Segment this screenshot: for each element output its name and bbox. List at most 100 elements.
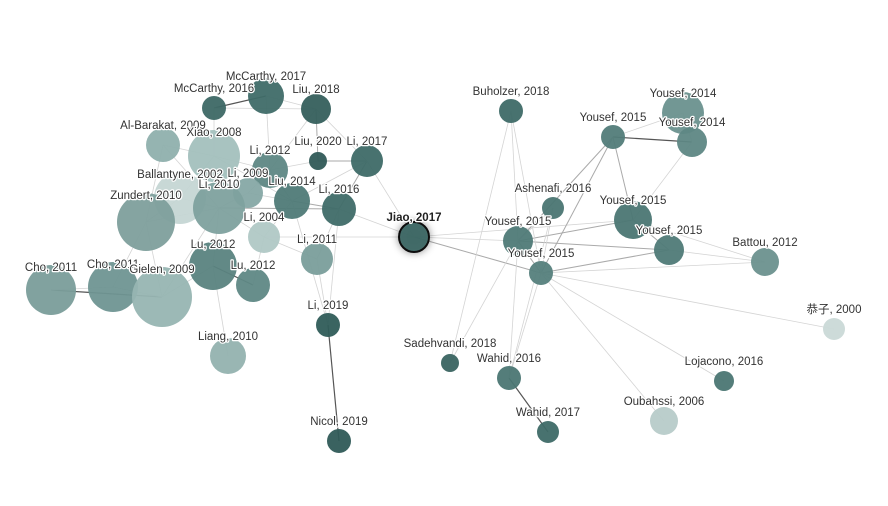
citation-edge bbox=[508, 240, 519, 379]
paper-node[interactable] bbox=[398, 221, 430, 253]
citation-edge bbox=[517, 219, 634, 242]
nodes bbox=[26, 78, 845, 453]
paper-label: Liu, 2014 bbox=[268, 176, 316, 188]
paper-label: Li, 2017 bbox=[347, 136, 388, 148]
paper-node[interactable] bbox=[650, 407, 678, 435]
paper-node[interactable] bbox=[248, 221, 280, 253]
paper-node[interactable] bbox=[537, 421, 559, 443]
paper-node[interactable] bbox=[751, 248, 779, 276]
paper-label: Liu, 2018 bbox=[292, 84, 339, 96]
paper-node[interactable] bbox=[322, 192, 356, 226]
paper-label: Li, 2011 bbox=[297, 234, 337, 246]
paper-node[interactable] bbox=[146, 128, 180, 162]
paper-node[interactable] bbox=[499, 99, 523, 123]
paper-label: Zundert, 2010 bbox=[110, 190, 182, 202]
citation-edge bbox=[413, 236, 542, 274]
citation-edge bbox=[327, 324, 340, 442]
citation-edge bbox=[540, 249, 670, 274]
paper-label: Lu, 2012 bbox=[231, 260, 276, 272]
paper-node[interactable] bbox=[301, 243, 333, 275]
paper-label: Li, 2016 bbox=[319, 184, 360, 196]
paper-label: Xiao, 2008 bbox=[187, 127, 242, 139]
paper-label: Al-Barakat, 2009 bbox=[120, 120, 206, 132]
paper-label: Gielen, 2009 bbox=[129, 264, 194, 276]
paper-label: Li, 2009 bbox=[228, 168, 269, 180]
paper-node[interactable] bbox=[654, 235, 684, 265]
paper-label: Yousef, 2015 bbox=[636, 225, 703, 237]
paper-label: Ashenafi, 2016 bbox=[515, 183, 592, 195]
paper-label: Wahid, 2017 bbox=[516, 407, 580, 419]
paper-node[interactable] bbox=[677, 127, 707, 157]
paper-label: Lu, 2012 bbox=[191, 239, 236, 251]
paper-node[interactable] bbox=[497, 366, 521, 390]
paper-node[interactable] bbox=[252, 152, 288, 188]
paper-node[interactable] bbox=[88, 262, 138, 312]
paper-node[interactable] bbox=[601, 125, 625, 149]
citation-edge bbox=[540, 272, 835, 330]
paper-node[interactable] bbox=[26, 265, 76, 315]
paper-node[interactable] bbox=[823, 318, 845, 340]
paper-node[interactable] bbox=[274, 183, 310, 219]
citation-edge bbox=[449, 240, 519, 364]
paper-node[interactable] bbox=[542, 197, 564, 219]
paper-label: Sadehvandi, 2018 bbox=[404, 338, 497, 350]
paper-node[interactable] bbox=[236, 268, 270, 302]
citation-edge bbox=[510, 110, 519, 242]
paper-label: Li, 2004 bbox=[244, 212, 286, 224]
paper-node[interactable] bbox=[202, 96, 226, 120]
citation-edge bbox=[508, 207, 554, 379]
citation-edge bbox=[668, 249, 766, 263]
paper-label: Wahid, 2016 bbox=[477, 353, 541, 365]
citation-edge bbox=[540, 136, 614, 274]
paper-node[interactable] bbox=[210, 338, 246, 374]
paper-label: McCarthy, 2016 bbox=[174, 83, 254, 95]
paper-node[interactable] bbox=[529, 261, 553, 285]
citation-edge bbox=[517, 136, 614, 242]
citation-edge bbox=[540, 272, 665, 422]
citation-edge bbox=[327, 208, 340, 326]
paper-label: Nicol, 2019 bbox=[310, 416, 368, 428]
citation-edge bbox=[517, 240, 670, 251]
paper-node[interactable] bbox=[132, 267, 192, 327]
paper-label: 恭子, 2000 bbox=[807, 303, 862, 316]
paper-label: Liang, 2010 bbox=[198, 331, 258, 343]
paper-node[interactable] bbox=[327, 429, 351, 453]
paper-node[interactable] bbox=[248, 78, 284, 114]
paper-label: Yousef, 2014 bbox=[650, 88, 717, 100]
paper-node[interactable] bbox=[714, 371, 734, 391]
paper-label: McCarthy, 2017 bbox=[226, 71, 306, 83]
paper-label: Li, 2019 bbox=[308, 300, 349, 312]
citation-edge bbox=[508, 272, 542, 379]
paper-label: Yousef, 2015 bbox=[600, 195, 667, 207]
paper-node[interactable] bbox=[614, 201, 652, 239]
citation-edge bbox=[540, 261, 766, 274]
paper-node[interactable] bbox=[503, 226, 533, 256]
paper-label: Liu, 2020 bbox=[294, 136, 341, 148]
paper-node[interactable] bbox=[193, 182, 245, 234]
citation-edge bbox=[632, 219, 766, 263]
paper-label: Lojacono, 2016 bbox=[685, 356, 764, 368]
paper-label: Cho, 2011 bbox=[25, 262, 77, 274]
paper-node[interactable] bbox=[188, 130, 240, 182]
paper-label: Jiao, 2017 bbox=[387, 212, 442, 224]
paper-label: Buholzer, 2018 bbox=[473, 86, 550, 98]
paper-label: Battou, 2012 bbox=[732, 237, 797, 249]
citation-edge bbox=[413, 236, 519, 242]
paper-node[interactable] bbox=[189, 242, 237, 290]
paper-label: Yousef, 2014 bbox=[659, 117, 726, 129]
paper-node[interactable] bbox=[662, 92, 704, 134]
paper-node[interactable] bbox=[309, 152, 327, 170]
citation-edge bbox=[540, 272, 725, 382]
paper-label: Yousef, 2015 bbox=[580, 112, 647, 124]
paper-node[interactable] bbox=[117, 193, 175, 251]
citation-edge bbox=[449, 110, 512, 364]
citation-edge bbox=[510, 110, 542, 274]
paper-node[interactable] bbox=[441, 354, 459, 372]
paper-node[interactable] bbox=[351, 145, 383, 177]
paper-node[interactable] bbox=[301, 94, 331, 124]
paper-label: Oubahssi, 2006 bbox=[624, 396, 705, 408]
paper-node[interactable] bbox=[316, 313, 340, 337]
paper-label: Li, 2012 bbox=[250, 145, 291, 157]
